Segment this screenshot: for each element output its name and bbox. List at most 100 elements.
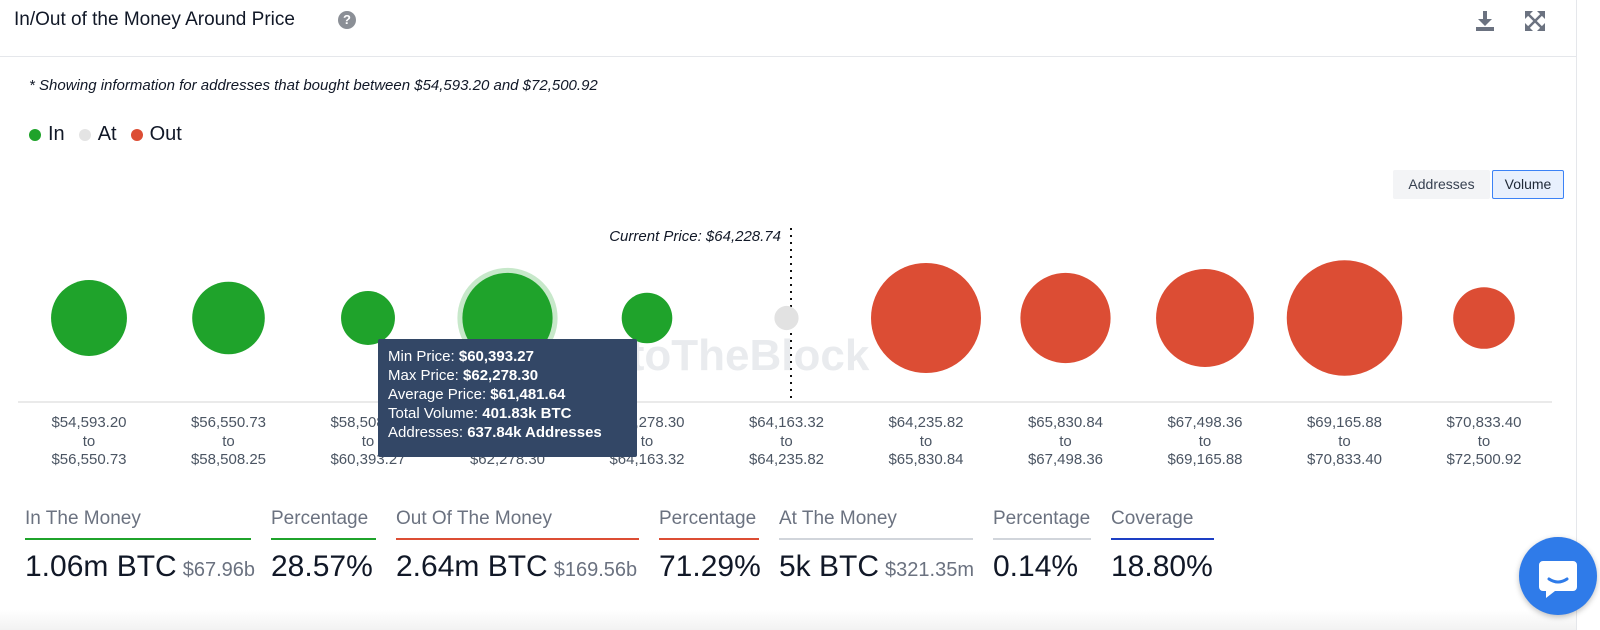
bubble-in: [192, 281, 265, 355]
tooltip-min-value: $60,393.27: [458, 348, 534, 365]
tooltip-addr-label: Addresses:: [388, 424, 464, 441]
stat-at-the-money: At The Money 5k BTC $321.35m: [779, 508, 974, 584]
bucket-to-word: to: [362, 433, 375, 450]
stat-value: 71.29%: [659, 550, 761, 583]
legend: In At Out: [29, 123, 196, 146]
bucket-from-label: $56,550.73: [191, 414, 266, 431]
chat-widget-button[interactable]: [1519, 537, 1597, 615]
bubble-out: [1286, 260, 1403, 376]
download-icon[interactable]: [1472, 8, 1498, 34]
bucket-to-label: $56,550.73: [51, 451, 126, 468]
stat-value: 5k BTC: [779, 550, 880, 583]
bubble-in: [621, 292, 673, 344]
stat-subvalue: $67.96b: [182, 559, 256, 581]
bucket-from-label: $64,163.32: [749, 414, 824, 431]
tooltip-vol-value: 401.83k BTC: [482, 405, 572, 422]
bucket-from-label: $64,235.82: [888, 414, 963, 431]
bucket-from-label: $54,593.20: [51, 414, 126, 431]
stat-value-row: 2.64m BTC $169.56b: [396, 550, 639, 584]
bubble-in: [51, 280, 127, 356]
bucket-from-label: $67,498.36: [1167, 414, 1242, 431]
stat-label: Percentage: [659, 508, 759, 540]
stat-label: Percentage: [993, 508, 1091, 540]
bucket-to-label: $72,500.92: [1446, 451, 1521, 468]
bucket-to-word: to: [1059, 433, 1072, 450]
legend-dot-in: [29, 128, 41, 141]
summary-stats: In The Money 1.06m BTC $67.96b Percentage…: [0, 508, 1576, 598]
stat-subvalue: $321.35m: [885, 559, 974, 581]
bucket-to-label: $64,235.82: [749, 451, 824, 468]
bucket-to-label: $70,833.40: [1307, 451, 1382, 468]
stat-label: Out Of The Money: [396, 508, 639, 540]
legend-dot-at: [78, 128, 91, 141]
stat-label: In The Money: [25, 508, 251, 540]
stat-subvalue: $169.56b: [553, 559, 638, 581]
bucket-to-word: to: [920, 433, 933, 450]
tooltip-max-value: $62,278.30: [463, 367, 539, 384]
stat-value-row: 5k BTC $321.35m: [779, 550, 974, 584]
stat-at-percentage: Percentage 0.14%: [993, 508, 1091, 584]
stat-label: Percentage: [271, 508, 376, 540]
tooltip-avg-value: $61,481.64: [490, 386, 566, 403]
footer-shade: [0, 610, 1576, 630]
bucket-from-label: $69,165.88: [1307, 414, 1382, 431]
tooltip-addr-row: Addresses: 637.84k Addresses: [388, 423, 637, 442]
bucket-to-label: $69,165.88: [1167, 451, 1242, 468]
legend-item-at[interactable]: At: [78, 123, 117, 146]
legend-item-in[interactable]: In: [29, 123, 65, 146]
legend-label-at: At: [97, 123, 117, 145]
bucket-tooltip: Min Price: $60,393.27 Max Price: $62,278…: [378, 339, 637, 457]
page-title: In/Out of the Money Around Price: [14, 9, 295, 30]
bubble-at: [774, 305, 799, 331]
bucket-from-label: $70,833.40: [1446, 414, 1521, 431]
addresses-toggle-button[interactable]: Addresses: [1393, 170, 1490, 199]
tooltip-vol-row: Total Volume: 401.83k BTC: [388, 404, 637, 423]
stat-value-row: 1.06m BTC $67.96b: [25, 550, 255, 584]
bucket-to-label: $67,498.36: [1028, 451, 1103, 468]
tooltip-vol-label: Total Volume:: [388, 405, 479, 422]
bubble-out: [1156, 269, 1254, 367]
bucket-from-label: $65,830.84: [1028, 414, 1103, 431]
fullscreen-icon[interactable]: [1522, 8, 1548, 34]
legend-dot-out: [130, 128, 143, 141]
legend-label-out: Out: [149, 123, 182, 145]
bucket-to-word: to: [222, 433, 235, 450]
chat-bubble-icon: [1539, 561, 1577, 598]
current-price-label: Current Price: $64,228.74: [609, 228, 781, 245]
stat-out-percentage: Percentage 71.29%: [659, 508, 761, 584]
panel-border: [1576, 0, 1577, 630]
legend-item-out[interactable]: Out: [130, 123, 182, 146]
tooltip-min-row: Min Price: $60,393.27: [388, 347, 637, 366]
stat-in-the-money: In The Money 1.06m BTC $67.96b: [25, 508, 255, 584]
tooltip-min-label: Min Price:: [388, 348, 455, 365]
stat-value: 28.57%: [271, 550, 373, 583]
stat-value: 18.80%: [1111, 550, 1213, 583]
stat-value: 2.64m BTC: [396, 550, 548, 583]
bubble-out: [1453, 287, 1515, 349]
bucket-to-word: to: [1338, 433, 1351, 450]
stat-coverage: Coverage 18.80%: [1111, 508, 1214, 584]
tooltip-avg-row: Average Price: $61,481.64: [388, 385, 637, 404]
bucket-to-word: to: [641, 433, 654, 450]
tooltip-addr-value: 637.84k Addresses: [467, 424, 602, 441]
bucket-to-word: to: [780, 433, 793, 450]
bucket-to-label: $58,508.25: [191, 451, 266, 468]
tooltip-max-label: Max Price:: [388, 367, 459, 384]
stat-in-percentage: Percentage 28.57%: [271, 508, 376, 584]
legend-label-in: In: [48, 123, 65, 145]
tooltip-avg-label: Average Price:: [388, 386, 487, 403]
bucket-to-word: to: [1478, 433, 1491, 450]
stat-label: At The Money: [779, 508, 973, 540]
volume-toggle-button[interactable]: Volume: [1492, 170, 1564, 199]
bucket-to-word: to: [1199, 433, 1212, 450]
bubble-out: [1020, 272, 1111, 364]
help-icon[interactable]: ?: [338, 11, 356, 29]
stat-label: Coverage: [1111, 508, 1214, 540]
bubble-out: [871, 263, 981, 373]
stat-out-of-the-money: Out Of The Money 2.64m BTC $169.56b: [396, 508, 639, 584]
bucket-to-label: $65,830.84: [888, 451, 963, 468]
bubble-in: [341, 291, 395, 345]
stat-value: 1.06m BTC: [25, 550, 177, 583]
panel-header: In/Out of the Money Around Price ?: [0, 0, 1576, 57]
